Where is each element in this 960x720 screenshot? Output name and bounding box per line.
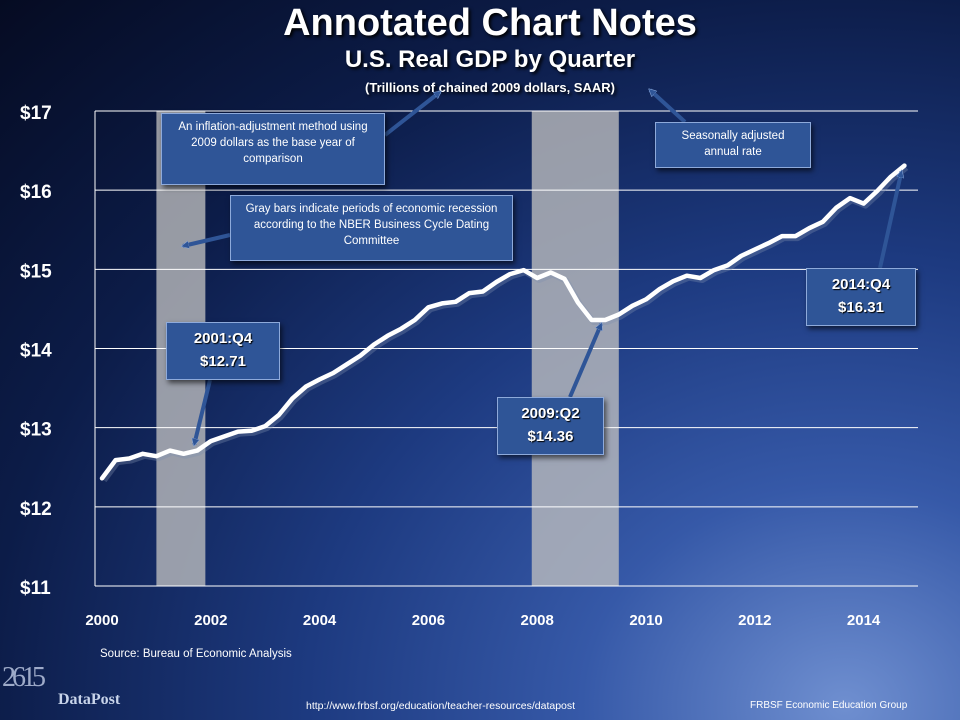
x-tick-label: 2002 (194, 612, 227, 629)
pointer-inflation-note (383, 92, 440, 137)
y-tick-label: $17 (20, 103, 52, 124)
callout-2014-q4-value: $16.31 (838, 299, 884, 316)
datapost-logo-numbers: 2615 (2, 662, 46, 693)
callout-2001-q4-label: 2001:Q4 (193, 330, 253, 347)
x-tick-label: 2008 (521, 612, 554, 629)
chart-units: (Trillions of chained 2009 dollars, SAAR… (365, 80, 615, 95)
inflation-note-callout: An inflation-adjustment method using 200… (161, 113, 385, 185)
recession-note-callout: Gray bars indicate periods of economic r… (230, 195, 513, 261)
callout-2014-q4-label: 2014:Q4 (831, 276, 891, 293)
y-tick-label: $13 (20, 420, 52, 441)
y-tick-label: $15 (20, 261, 52, 282)
pointer-saar-note (650, 90, 687, 124)
gdp-line-shadow (101, 165, 909, 483)
x-tick-label: 2004 (303, 612, 337, 629)
x-tick-label: 2012 (738, 612, 771, 629)
gdp-series-line (99, 163, 907, 481)
y-tick-label: $11 (20, 578, 51, 599)
chart-subtitle: U.S. Real GDP by Quarter (344, 46, 636, 73)
y-tick-label: $12 (20, 499, 52, 520)
callout-2001-q4: 2001:Q4 $12.71 (166, 322, 280, 380)
callout-2009-q2: 2009:Q2 $14.36 (497, 397, 604, 455)
pointer-2009-q2 (568, 324, 604, 398)
footer-url-link[interactable]: http://www.frbsf.org/education/teacher-r… (306, 700, 576, 712)
callout-2009-q2-value: $14.36 (527, 428, 574, 445)
y-tick-label: $14 (20, 341, 52, 362)
source-note: Source: Bureau of Economic Analysis (100, 648, 292, 660)
x-tick-label: 2010 (629, 612, 662, 629)
footer-group-name: FRBSF Economic Education Group (750, 700, 908, 711)
callout-2001-q4-value: $12.71 (200, 353, 246, 370)
y-tick-label: $16 (20, 182, 52, 203)
callout-2009-q2-label: 2009:Q2 (521, 405, 580, 422)
pointer-2014-q4 (878, 172, 901, 269)
pointer-2001-q4 (194, 379, 212, 445)
datapost-logo: DataPost (58, 691, 121, 708)
callout-2014-q4: 2014:Q4 $16.31 (806, 268, 916, 326)
x-tick-label: 2000 (85, 612, 118, 629)
pointer-recession-note (183, 233, 231, 246)
x-tick-label: 2006 (412, 612, 445, 629)
x-tick-label: 2014 (847, 612, 881, 629)
page-title: Annotated Chart Notes (283, 2, 697, 44)
saar-note-callout: Seasonally adjusted annual rate (655, 122, 811, 168)
